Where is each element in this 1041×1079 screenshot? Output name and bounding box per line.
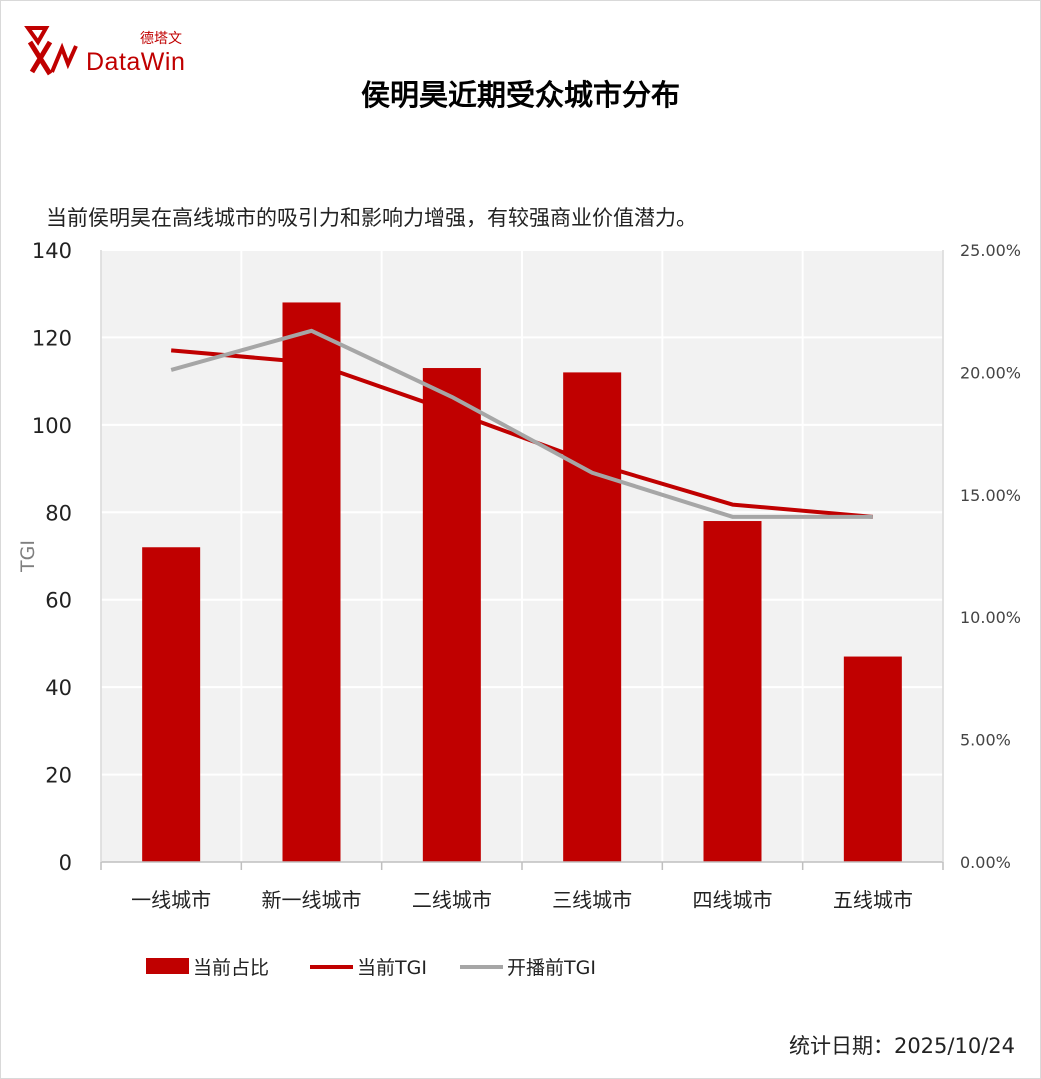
y-tick-label-left: 60 <box>45 589 72 613</box>
line-prev-tgi <box>170 328 873 519</box>
datawin-logo-icon <box>24 26 78 76</box>
chart-canvas: 0 20 40 60 80 100 120 140 0.00% 5.00% 10.00% 15.00%… <box>17 239 1021 912</box>
legend-label-prev-tgi: 开播前TGI <box>507 957 596 979</box>
datawin-logo: 德塔文 DataWin <box>24 22 194 78</box>
y-tick-label-left: 40 <box>45 676 72 700</box>
y-tick-label-left: 140 <box>32 239 72 263</box>
y-tick-label-left: 80 <box>45 501 72 525</box>
logo-brand-text: DataWin <box>86 48 186 76</box>
y-tick-label-right: 5.00% <box>960 731 1011 750</box>
y-tick-label-right: 0.00% <box>960 853 1011 872</box>
y-tick-label-left: 120 <box>32 326 72 350</box>
legend-swatch-current-tgi <box>310 965 353 969</box>
x-tick-label: 二线城市 <box>412 888 492 912</box>
bar-current-share <box>703 521 762 862</box>
legend-label-current-share: 当前占比 <box>193 957 270 979</box>
y-tick-label-right: 20.00% <box>960 363 1021 382</box>
chart-title: 侯明昊近期受众城市分布 <box>360 78 680 112</box>
y-axis-title: TGI <box>17 540 39 573</box>
logo-chinese-text: 德塔文 <box>140 31 182 47</box>
legend-swatch-bar <box>146 958 189 974</box>
bar-current-share <box>843 656 902 862</box>
y-tick-label-left: 0 <box>59 851 72 875</box>
bar-current-share <box>282 302 341 862</box>
x-tick-label: 五线城市 <box>833 888 913 912</box>
y-tick-label-right: 15.00% <box>960 486 1021 505</box>
line-current-tgi <box>170 348 874 519</box>
y-tick-label-right: 10.00% <box>960 608 1021 627</box>
legend-swatch-prev-tgi <box>460 965 503 969</box>
y-tick-label-left: 100 <box>32 414 72 438</box>
x-tick-label: 三线城市 <box>552 888 632 912</box>
y-tick-label-right: 25.00% <box>960 241 1021 260</box>
bar-current-share <box>142 547 201 862</box>
x-tick-label: 一线城市 <box>131 888 211 912</box>
chart-subtitle: 当前侯明昊在高线城市的吸引力和影响力增强，有较强商业价值潜力。 <box>46 206 697 230</box>
legend-label-current-tgi: 当前TGI <box>357 957 427 979</box>
x-tick-label: 新一线城市 <box>262 888 362 912</box>
bar-current-share <box>563 372 622 862</box>
stat-date: 统计日期：2025/10/24 <box>788 1034 1015 1058</box>
y-tick-label-left: 20 <box>45 764 72 788</box>
bar-current-share <box>422 368 481 862</box>
x-tick-label: 四线城市 <box>693 888 773 912</box>
